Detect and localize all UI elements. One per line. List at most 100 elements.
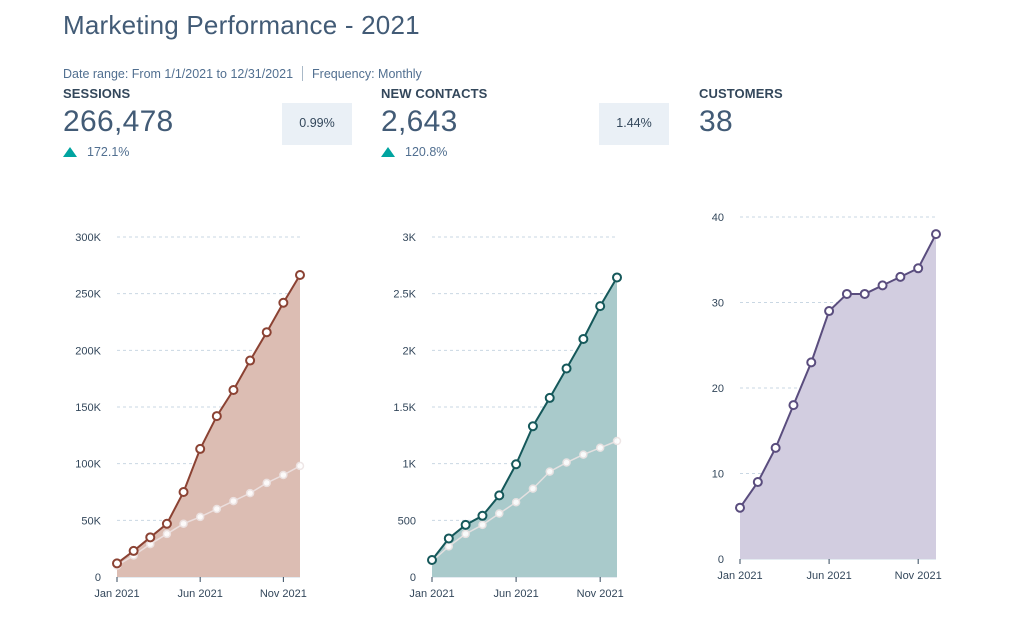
x-tick-label: Jun 2021 [493, 588, 538, 600]
comparison-point [612, 436, 622, 446]
data-point [261, 327, 272, 338]
triangle-up-icon [63, 147, 77, 157]
data-point [612, 272, 622, 283]
data-point [112, 558, 122, 569]
conversion-rate-badge: 1.44% [599, 103, 669, 145]
comparison-point [444, 542, 454, 551]
data-point [578, 334, 589, 344]
kpi-value: 266,478 [63, 105, 174, 138]
data-point [161, 518, 172, 529]
date-range[interactable]: Date range: From 1/1/2021 to 12/31/2021 [63, 66, 294, 81]
data-point [824, 306, 835, 317]
comparison-point [212, 504, 222, 514]
data-point [443, 533, 454, 544]
frequency[interactable]: Frequency: Monthly [312, 66, 422, 81]
comparison-point [595, 443, 605, 453]
y-tick-label: 0 [95, 572, 101, 584]
kpi-change: 172.1% [63, 145, 174, 159]
data-point [477, 510, 488, 521]
data-point [752, 477, 763, 488]
kpi-value: 38 [699, 105, 733, 138]
y-tick-label: 100K [75, 459, 101, 471]
comparison-point [478, 520, 487, 530]
comparison-point [511, 497, 521, 507]
kpi-label: NEW CONTACTS [381, 86, 488, 101]
kpi-new-contacts[interactable]: NEW CONTACTS 2,643 120.8% [381, 86, 487, 159]
x-tick-label: Jan 2021 [94, 588, 139, 600]
y-tick-label: 300K [75, 232, 101, 244]
data-point [245, 355, 256, 366]
comparison-point [495, 509, 504, 518]
kpi-change: 120.8% [381, 145, 487, 159]
area-fill [432, 277, 617, 577]
data-point [895, 271, 906, 282]
data-point [211, 411, 222, 422]
comparison-point [179, 519, 188, 528]
data-point [427, 555, 437, 565]
comparison-point [562, 458, 571, 467]
y-tick-label: 0 [718, 554, 724, 566]
kpi-customers[interactable]: CUSTOMERS 38 [699, 86, 783, 139]
y-tick-label: 10 [712, 469, 724, 481]
data-point [841, 288, 852, 299]
data-point [931, 229, 941, 240]
data-point [460, 519, 471, 530]
triangle-up-icon [381, 147, 395, 157]
meta-divider [302, 66, 304, 81]
data-point [735, 502, 745, 513]
data-point [770, 442, 781, 453]
page-title: Marketing Performance - 2021 [63, 10, 420, 40]
conversion-rate: 0.99% [299, 116, 335, 130]
chevron-arrow-icon [599, 103, 669, 145]
data-point [145, 532, 156, 543]
area-fill [740, 234, 936, 559]
x-tick-label: Nov 2021 [577, 588, 624, 600]
conversion-rate-badge: 0.99% [282, 103, 352, 145]
area-fill [117, 274, 300, 577]
chevron-arrow-icon [282, 103, 352, 145]
y-tick-label: 1.5K [393, 402, 416, 414]
data-point [195, 443, 206, 454]
y-tick-label: 30 [712, 298, 724, 310]
data-point [806, 357, 817, 368]
comparison-point [295, 461, 305, 471]
comparison-point [229, 496, 238, 506]
kpi-change-value: 172.1% [87, 145, 130, 159]
data-point [877, 280, 888, 291]
data-point [494, 490, 505, 501]
data-point [178, 487, 189, 497]
y-tick-label: 2.5K [393, 289, 416, 301]
x-tick-label: Jan 2021 [717, 570, 762, 582]
x-tick-label: Nov 2021 [260, 588, 307, 600]
x-tick-label: Jun 2021 [806, 570, 851, 582]
data-point [788, 400, 799, 411]
y-tick-label: 3K [403, 232, 417, 244]
data-point [228, 385, 239, 395]
kpi-change-value: 120.8% [405, 145, 448, 159]
y-tick-label: 500 [398, 515, 416, 527]
data-point [128, 545, 139, 556]
kpi-value: 2,643 [381, 105, 458, 138]
data-point [527, 421, 538, 432]
conversion-rate: 1.44% [616, 116, 652, 130]
kpi-label: CUSTOMERS [699, 86, 783, 101]
data-point [511, 459, 522, 470]
kpi-sessions[interactable]: SESSIONS 266,478 172.1% [63, 86, 174, 159]
y-tick-label: 150K [75, 402, 101, 414]
data-point [859, 288, 870, 299]
kpi-label: SESSIONS [63, 86, 131, 101]
y-tick-label: 50K [81, 515, 101, 527]
comparison-point [461, 529, 470, 539]
comparison-point [579, 450, 588, 459]
data-point [278, 297, 289, 308]
y-tick-label: 40 [712, 212, 724, 224]
data-point [561, 363, 572, 374]
data-point [295, 269, 305, 280]
y-tick-label: 250K [75, 289, 101, 301]
comparison-point [279, 470, 288, 480]
y-tick-label: 20 [712, 383, 724, 395]
data-point [595, 301, 606, 312]
comparison-point [162, 529, 172, 539]
comparison-point [245, 488, 255, 498]
y-tick-label: 0 [410, 572, 416, 584]
